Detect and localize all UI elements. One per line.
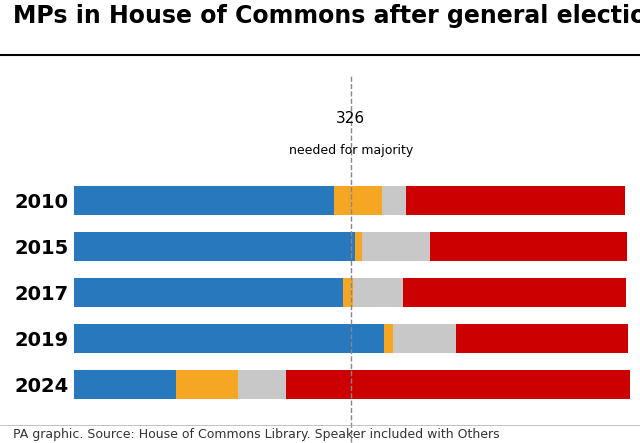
Bar [286,370,636,399]
Bar [333,186,382,214]
Text: PA graphic. Source: House of Commons Library. Speaker included with Others: PA graphic. Source: House of Commons Lib… [13,428,499,441]
Bar [403,278,626,307]
Bar [177,370,237,399]
Bar [362,232,430,260]
Bar [384,324,393,353]
Bar [74,232,355,260]
Bar [74,278,343,307]
Bar [74,324,384,353]
Bar [393,324,456,353]
Bar [355,232,362,260]
Bar [74,370,177,399]
Bar [353,278,403,307]
Bar [430,232,627,260]
Bar [74,186,333,214]
Bar [456,324,628,353]
Bar [406,186,625,214]
Text: needed for majority: needed for majority [289,144,413,157]
Bar [343,278,353,307]
Bar [237,370,286,399]
Text: MPs in House of Commons after general elections: MPs in House of Commons after general el… [13,4,640,28]
Text: 326: 326 [336,111,365,126]
Bar [382,186,406,214]
